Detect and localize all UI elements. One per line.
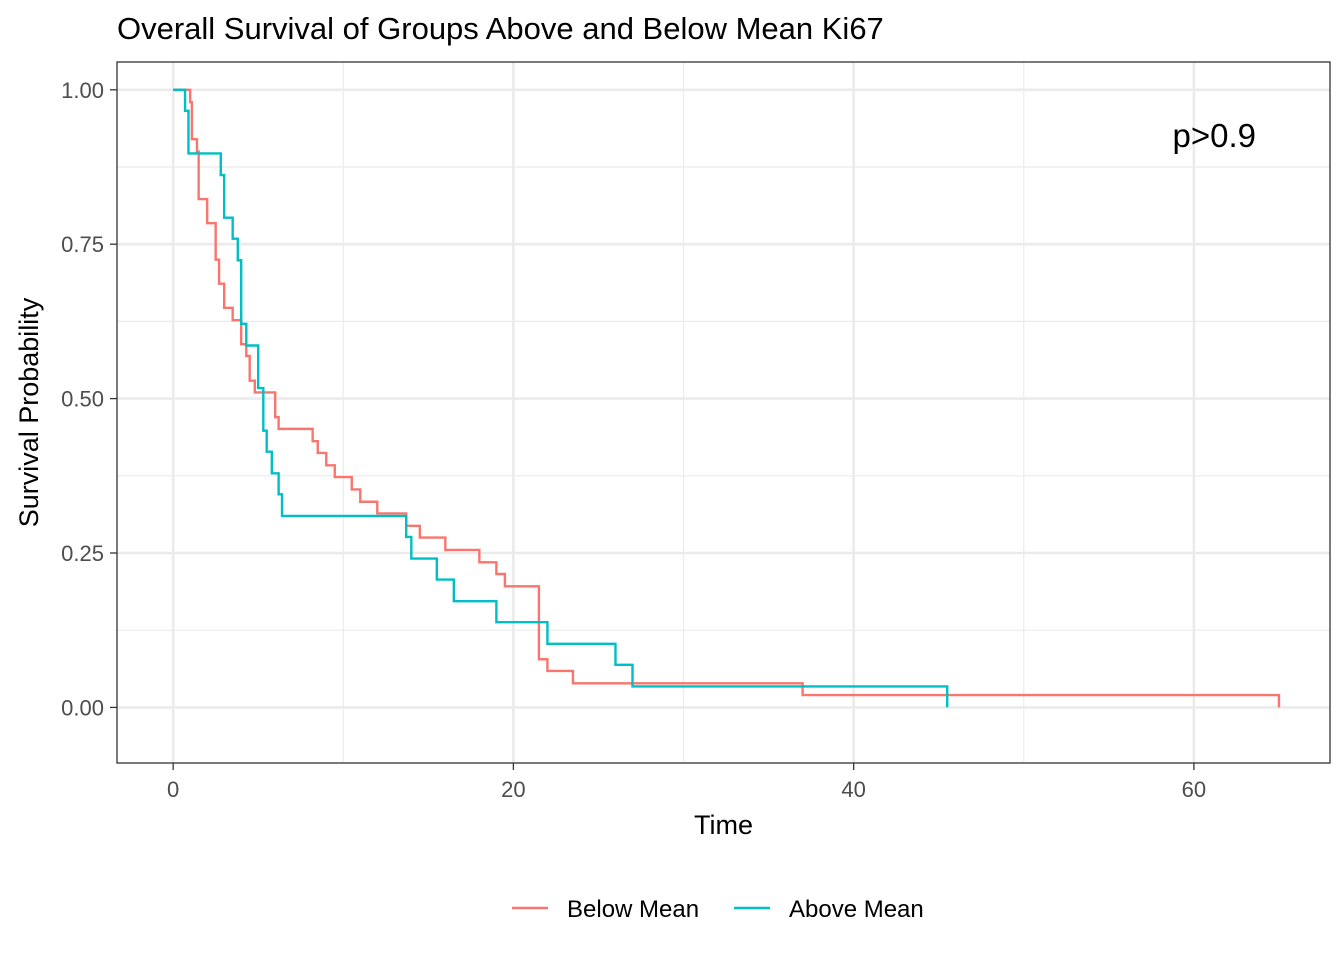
y-tick-label: 0.25 — [61, 541, 104, 566]
y-tick-label: 0.75 — [61, 232, 104, 257]
curve-below-mean — [173, 88, 1281, 708]
grid-lines — [117, 62, 1330, 763]
legend-label-above-mean: Above Mean — [789, 896, 924, 923]
x-tick-label: 20 — [501, 777, 525, 802]
y-tick-label: 0.00 — [61, 695, 104, 720]
legend: Below Mean Above Mean — [512, 896, 924, 923]
y-axis-title: Survival Probability — [14, 297, 44, 527]
legend-label-below-mean: Below Mean — [567, 896, 699, 923]
y-tick-label: 0.50 — [61, 387, 104, 412]
x-axis-title: Time — [694, 810, 753, 840]
x-tick-label: 40 — [841, 777, 865, 802]
survival-curves — [173, 88, 1281, 708]
curve-above-mean — [173, 88, 949, 708]
chart-title: Overall Survival of Groups Above and Bel… — [117, 11, 884, 46]
p-value-annotation: p>0.9 — [1173, 117, 1257, 154]
x-tick-label: 0 — [167, 777, 179, 802]
plot-panel-border — [116, 61, 1331, 764]
y-tick-label: 1.00 — [61, 78, 104, 103]
x-tick-label: 60 — [1182, 777, 1206, 802]
axes: 0 20 40 60 0.00 0.25 0.50 0.75 1.00 — [61, 78, 1206, 802]
